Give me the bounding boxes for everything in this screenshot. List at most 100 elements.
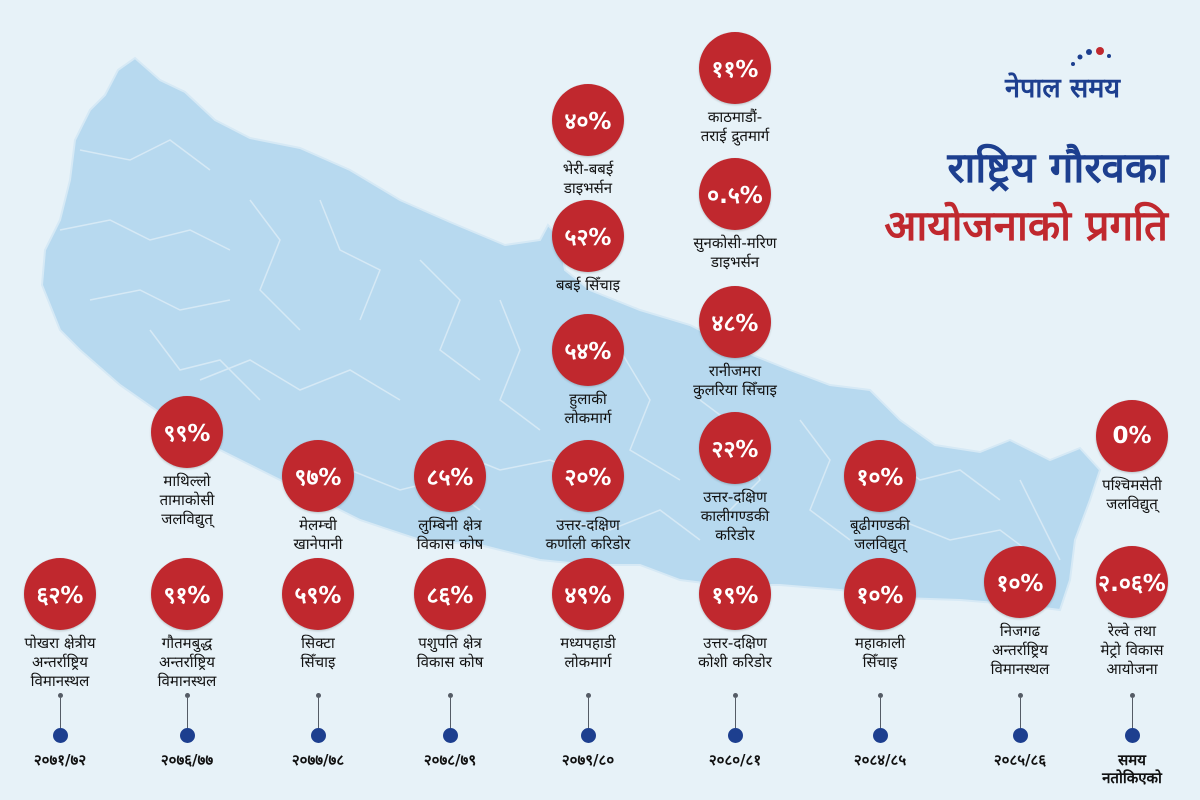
project-name-line: करिडोर <box>715 526 755 544</box>
progress-percent: ५९% <box>282 558 354 630</box>
project-name: सुनकोसी-मरिण डाइभर्सन <box>665 234 805 272</box>
project-name: पश्चिमसेती जलविद्युत् <box>1062 476 1200 514</box>
timeline-dot <box>52 728 68 743</box>
project-name-line: खानेपानी <box>293 535 343 553</box>
project-name-line: सिँचाइ <box>300 653 336 671</box>
timeline-node: २०८४/८५ <box>820 693 940 769</box>
project-name-line: कालीगण्डकी <box>700 507 770 525</box>
project-bubble: ४८% रानीजमरा कुलरिया सिँचाइ <box>665 286 805 400</box>
page-title-line-2: आयोजनाको प्रगति <box>884 201 1168 250</box>
project-name: मध्यपहाडी लोकमार्ग <box>518 634 658 672</box>
project-name-line: जलविद्युत् <box>854 535 906 553</box>
project-name-line: रानीजमरा <box>708 362 762 380</box>
project-name-line: विमानस्थल <box>157 672 217 690</box>
timeline-dot <box>1012 728 1028 743</box>
stem-dot <box>184 693 190 698</box>
completion-year-line: २०७८/७९ <box>423 751 477 769</box>
project-name: महाकाली सिँचाइ <box>810 634 950 672</box>
timeline-stem <box>449 698 451 728</box>
progress-percent: १०% <box>844 440 916 512</box>
project-name-line: विकास कोष <box>416 653 484 671</box>
project-name: हुलाकी लोकमार्ग <box>518 390 658 428</box>
project-name-line: विमानस्थल <box>30 672 90 690</box>
project-name: निजगढ अन्तर्राष्ट्रिय विमानस्थल <box>950 622 1090 679</box>
project-name: रेल्वे तथा मेट्रो विकास आयोजना <box>1062 622 1200 679</box>
project-name-line: लोकमार्ग <box>564 653 612 671</box>
project-name-line: अन्तर्राष्ट्रिय <box>32 653 88 671</box>
completion-year: २०७९/८० <box>528 751 648 769</box>
timeline-node: समय नतोकिएको <box>1072 693 1192 787</box>
progress-percent: २.०६% <box>1096 546 1168 618</box>
project-name: गौतमबुद्ध अन्तर्राष्ट्रिय विमानस्थल <box>117 634 257 691</box>
project-name-line: निजगढ <box>999 622 1041 640</box>
progress-percent: २२% <box>699 412 771 484</box>
timeline-dot <box>310 728 326 743</box>
project-bubble: ४०% भेरी-बबई डाइभर्सन <box>518 84 658 198</box>
project-name-line: हुलाकी <box>569 390 607 408</box>
progress-percent: ८६% <box>414 558 486 630</box>
project-name-line: विमानस्थल <box>990 660 1050 678</box>
timeline-node: २०८५/८६ <box>960 693 1080 769</box>
project-name-line: लोकमार्ग <box>564 409 612 427</box>
project-name-line: जलविद्युत् <box>1106 495 1158 513</box>
timeline-node: २०७६/७७ <box>127 693 247 769</box>
project-bubble: ४९% मध्यपहाडी लोकमार्ग <box>518 558 658 672</box>
project-name: काठमाडौं- तराई द्रुतमार्ग <box>665 108 805 146</box>
project-name: उत्तर-दक्षिण कालीगण्डकी करिडोर <box>665 488 805 545</box>
project-name-line: बूढीगण्डकी <box>850 516 910 534</box>
completion-year-line: २०८५/८६ <box>993 751 1047 769</box>
project-bubble: ९१% गौतमबुद्ध अन्तर्राष्ट्रिय विमानस्थल <box>117 558 257 691</box>
project-name-line: बबई सिँचाइ <box>555 276 621 294</box>
stem-dot <box>57 693 63 698</box>
project-bubble: ०.५% सुनकोसी-मरिण डाइभर्सन <box>665 158 805 272</box>
completion-year-line: २०८०/८१ <box>708 751 762 769</box>
project-name-line: सुनकोसी-मरिण <box>693 234 777 252</box>
project-name-line: लुम्बिनी क्षेत्र <box>418 516 482 534</box>
timeline-dot <box>179 728 195 743</box>
completion-year-line: २०७१/७२ <box>33 751 87 769</box>
progress-percent: ०.५% <box>699 158 771 230</box>
progress-percent: ९१% <box>151 558 223 630</box>
project-bubble: १०% बूढीगण्डकी जलविद्युत् <box>810 440 950 554</box>
project-name: सिक्टा सिँचाइ <box>248 634 388 672</box>
progress-percent: २०% <box>552 440 624 512</box>
stem-dot <box>1129 693 1135 698</box>
stem-dot <box>447 693 453 698</box>
project-name-line: कोशी करिडोर <box>698 653 772 671</box>
timeline-stem <box>1019 698 1021 728</box>
project-bubble: ९७% मेलम्ची खानेपानी <box>248 440 388 554</box>
stem-dot <box>877 693 883 698</box>
completion-year-line: २०७९/८० <box>561 751 615 769</box>
project-name-line: उत्तर-दक्षिण <box>556 516 620 534</box>
project-name: पोखरा क्षेत्रीय अन्तर्राष्ट्रिय विमानस्थल <box>0 634 130 691</box>
project-name-line: मेलम्ची <box>299 516 337 534</box>
timeline-dot <box>580 728 596 743</box>
project-name-line: तामाकोसी <box>159 491 215 509</box>
timeline-stem <box>734 698 736 728</box>
project-name-line: अन्तर्राष्ट्रिय <box>159 653 215 671</box>
project-name-line: रेल्वे तथा <box>1107 622 1157 640</box>
project-name-line: कर्णाली करिडोर <box>545 535 631 553</box>
project-bubble: ८५% लुम्बिनी क्षेत्र विकास कोष <box>380 440 520 554</box>
project-name: बबई सिँचाइ <box>518 276 658 295</box>
progress-percent: ९७% <box>282 440 354 512</box>
progress-percent: ६२% <box>24 558 96 630</box>
completion-year: २०७८/७९ <box>390 751 510 769</box>
timeline-node: २०७१/७२ <box>0 693 120 769</box>
project-name: उत्तर-दक्षिण कोशी करिडोर <box>665 634 805 672</box>
project-bubble: १०% महाकाली सिँचाइ <box>810 558 950 672</box>
project-name: रानीजमरा कुलरिया सिँचाइ <box>665 362 805 400</box>
project-name-line: सिक्टा <box>301 634 335 652</box>
project-name-line: अन्तर्राष्ट्रिय <box>992 641 1048 659</box>
project-name-line: आयोजना <box>1106 660 1158 678</box>
progress-percent: ११% <box>699 32 771 104</box>
progress-percent: ५४% <box>552 314 624 386</box>
completion-year: २०७६/७७ <box>127 751 247 769</box>
project-bubble: 0% पश्चिमसेती जलविद्युत् <box>1062 400 1200 514</box>
project-name-line: माथिल्लो <box>163 472 211 490</box>
completion-year: २०८४/८५ <box>820 751 940 769</box>
page-title-line-1: राष्ट्रिय गौरवका <box>947 143 1168 192</box>
stem-dot <box>732 693 738 698</box>
progress-percent: 0% <box>1096 400 1168 472</box>
